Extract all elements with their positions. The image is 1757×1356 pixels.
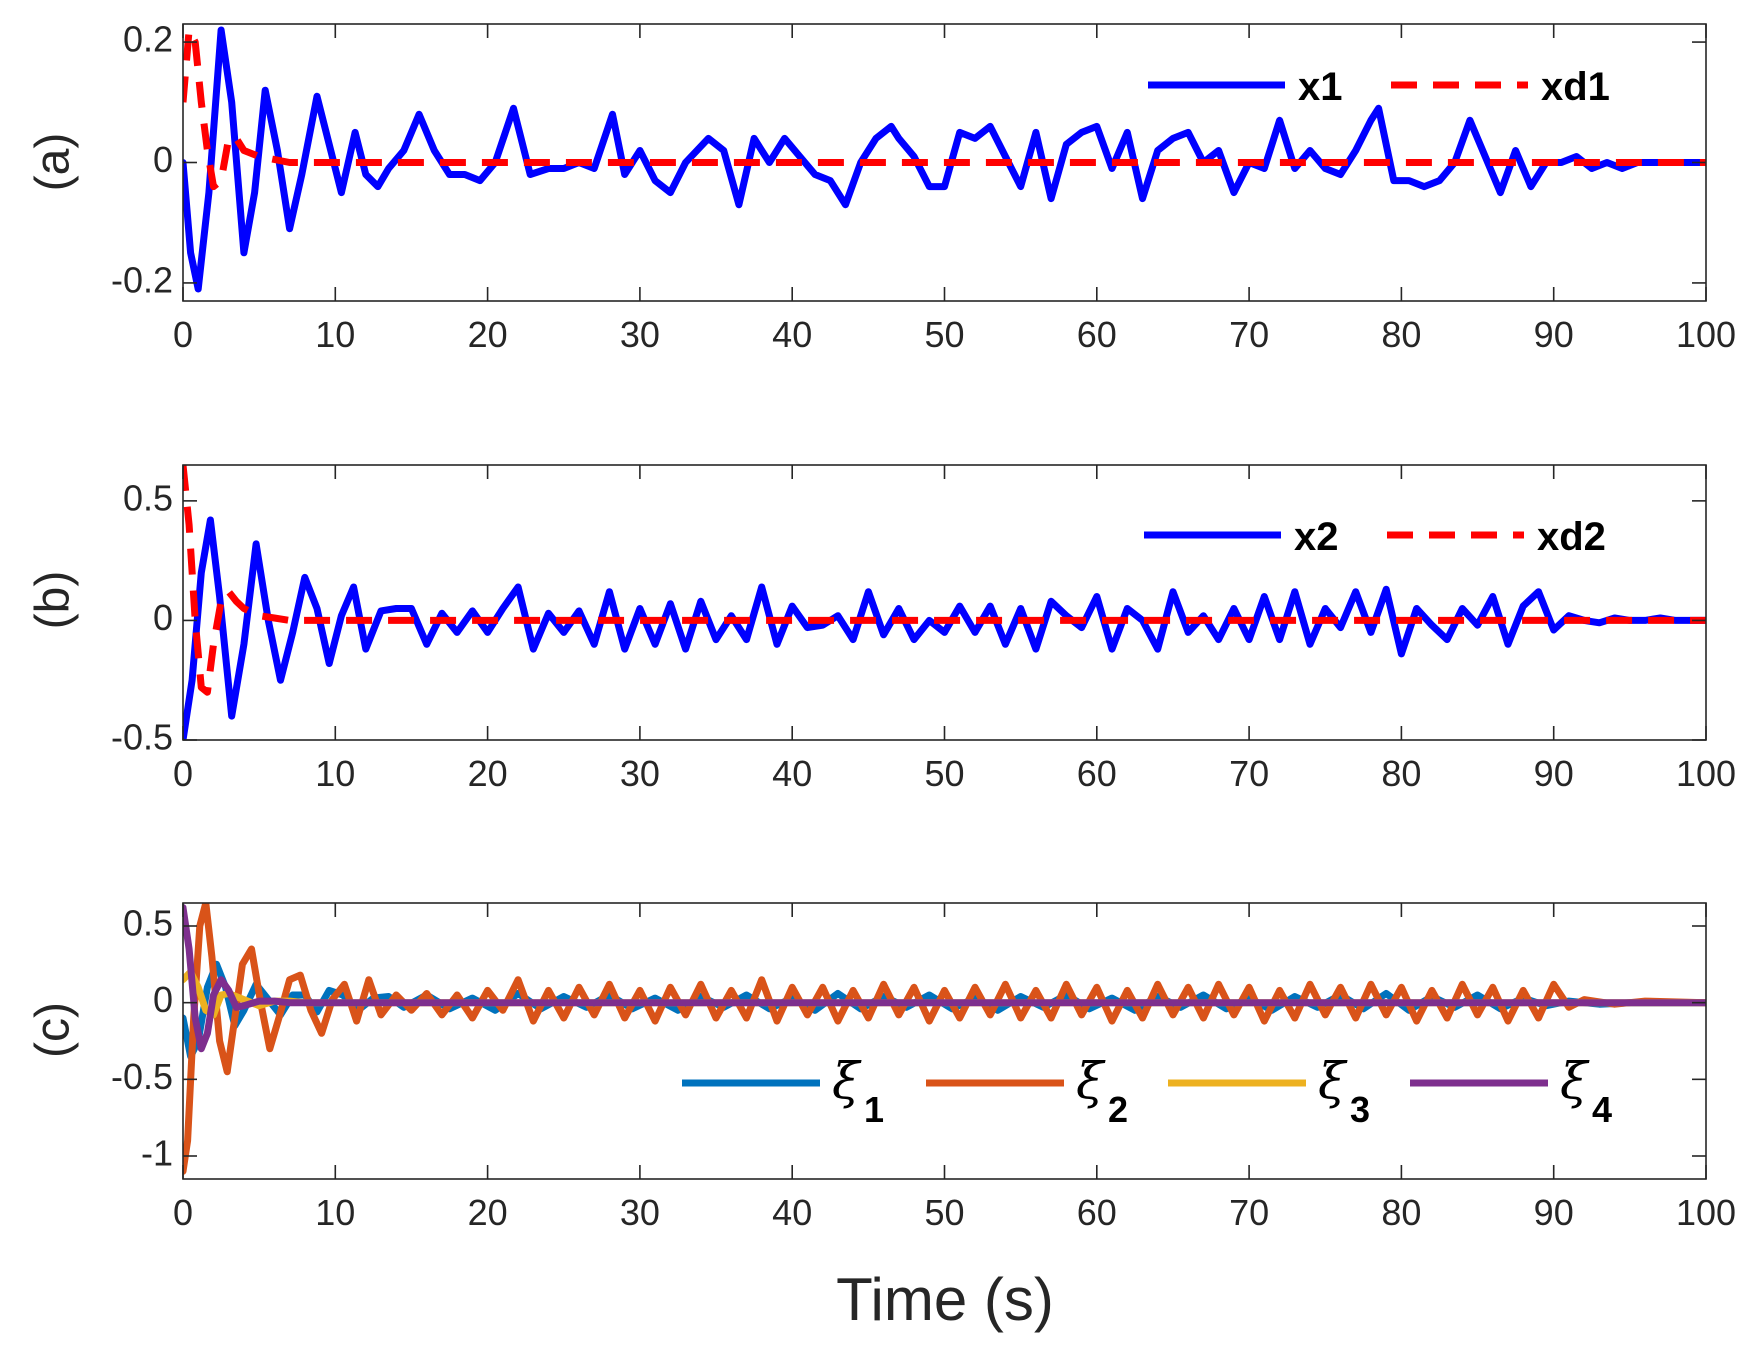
panel-b-ylabel: (b) (27, 571, 80, 630)
x-tick-label: 20 (468, 1192, 508, 1233)
panel-c-ylabel: (c) (27, 1002, 80, 1058)
x-tick-label: 50 (924, 753, 964, 794)
x-tick-label: 20 (468, 753, 508, 794)
x-tick-label: 60 (1077, 753, 1117, 794)
legend-x1-label: x1 (1298, 65, 1343, 109)
panel-b-plot-area (183, 465, 1706, 740)
panel-b: 0 10 20 30 40 50 60 70 80 90 100-0.500.5 (b) x2 xd… (27, 464, 1736, 794)
panel-b-legend: x2 xd2 (1144, 515, 1606, 559)
panel-a-ticks: 0 10 20 30 40 50 60 70 80 90 100-0.200.2 (111, 19, 1736, 355)
x-tick-label: 30 (620, 753, 660, 794)
series-line-x2 (183, 516, 1706, 740)
y-tick-label: 0 (153, 597, 173, 638)
x-tick-label: 30 (620, 1192, 660, 1233)
legend-xi2-subscript: 2 (1108, 1089, 1128, 1130)
x-tick-label: 80 (1381, 1192, 1421, 1233)
y-tick-label: 0.2 (123, 19, 173, 60)
x-tick-label: 10 (315, 753, 355, 794)
y-tick-label: -0.5 (111, 1056, 173, 1097)
x-tick-label: 30 (620, 314, 660, 355)
x-tick-label: 60 (1077, 1192, 1117, 1233)
panel-c-lines (183, 903, 1706, 1175)
series-line-xi4 (183, 904, 1706, 1053)
legend-xi4-symbol: ξ (1560, 1052, 1590, 1110)
legend-xi1-subscript: 1 (864, 1089, 884, 1130)
panel-a-legend: x1 xd1 (1148, 65, 1610, 109)
y-tick-label: 0 (153, 139, 173, 180)
x-tick-label: 60 (1077, 314, 1117, 355)
x-tick-label: 80 (1381, 753, 1421, 794)
y-tick-label: -0.5 (111, 717, 173, 758)
series-line-x1 (183, 26, 1706, 293)
y-tick-label: 0 (153, 979, 173, 1020)
legend-xi2-symbol: ξ (1076, 1052, 1106, 1110)
x-tick-label: 100 (1676, 1192, 1736, 1233)
x-tick-label: 40 (772, 753, 812, 794)
x-tick-label: 70 (1229, 753, 1269, 794)
legend-xd2-label: xd2 (1537, 515, 1606, 559)
x-tick-label: 0 (173, 753, 193, 794)
x-tick-label: 70 (1229, 1192, 1269, 1233)
legend-xi1-symbol: ξ (832, 1052, 862, 1110)
x-tick-label: 20 (468, 314, 508, 355)
x-tick-label: 70 (1229, 314, 1269, 355)
y-tick-label: -0.2 (111, 259, 173, 300)
legend-x2-label: x2 (1294, 515, 1339, 559)
panel-c-ticks: 0 10 20 30 40 50 60 70 80 90 100 -1 -0.5 0 0.5 (111, 903, 1736, 1233)
panel-c: 0 10 20 30 40 50 60 70 80 90 100 -1 -0.5 0 0.5 (c) ξ 1… (27, 902, 1736, 1333)
panel-b-lines (183, 465, 1706, 740)
y-tick-label: -1 (141, 1133, 173, 1174)
x-axis-label: Time (s) (836, 1266, 1054, 1333)
panel-a: 0 10 20 30 40 50 60 70 80 90 100-0.200.2 (a) x1 xd… (27, 19, 1736, 355)
panel-c-plot-area (183, 903, 1706, 1179)
x-tick-label: 100 (1676, 314, 1736, 355)
legend-xi3-subscript: 3 (1350, 1089, 1370, 1130)
series-line-xd2 (183, 465, 1706, 696)
panel-a-lines (183, 26, 1706, 293)
panel-b-ticks: 0 10 20 30 40 50 60 70 80 90 100-0.500.5 (111, 465, 1736, 794)
x-tick-label: 40 (772, 314, 812, 355)
legend-xd1-label: xd1 (1541, 65, 1610, 109)
x-tick-label: 10 (315, 1192, 355, 1233)
y-tick-label: 0.5 (123, 903, 173, 944)
x-tick-label: 90 (1534, 314, 1574, 355)
x-tick-label: 50 (924, 1192, 964, 1233)
panel-c-legend: ξ 1 ξ 2 ξ 3 ξ 4 (682, 1052, 1612, 1130)
x-tick-label: 90 (1534, 1192, 1574, 1233)
legend-xi4-subscript: 4 (1592, 1089, 1612, 1130)
panel-a-ylabel: (a) (27, 133, 80, 192)
x-tick-label: 0 (173, 1192, 193, 1233)
x-tick-label: 100 (1676, 753, 1736, 794)
x-tick-label: 80 (1381, 314, 1421, 355)
x-tick-label: 50 (924, 314, 964, 355)
y-tick-label: 0.5 (123, 477, 173, 518)
series-line-xi2 (183, 903, 1706, 1175)
legend-xi3-symbol: ξ (1318, 1052, 1348, 1110)
x-tick-label: 0 (173, 314, 193, 355)
x-tick-label: 40 (772, 1192, 812, 1233)
x-tick-label: 90 (1534, 753, 1574, 794)
series-line-xd1 (183, 26, 1706, 191)
x-tick-label: 10 (315, 314, 355, 355)
